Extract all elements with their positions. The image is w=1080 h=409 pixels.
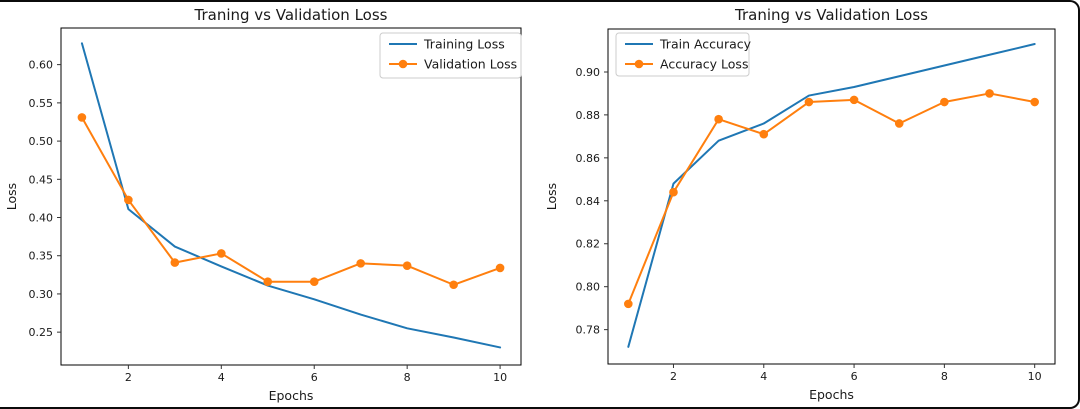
accuracy-loss-marker bbox=[804, 97, 814, 107]
plot-frame bbox=[60, 27, 522, 366]
accuracy-loss-marker bbox=[669, 187, 678, 197]
accuracy-loss-line bbox=[627, 92, 1036, 305]
y-tick-label: 0.50 bbox=[29, 135, 54, 148]
y-tick-label: 0.84 bbox=[576, 195, 601, 208]
x-tick-label: 10 bbox=[493, 371, 507, 384]
chart-title: Traning vs Validation Loss bbox=[734, 6, 928, 24]
x-axis-label: Epochs bbox=[809, 387, 854, 402]
y-tick-label: 0.80 bbox=[576, 281, 601, 294]
y-tick-label: 0.30 bbox=[29, 288, 54, 301]
plot-frame bbox=[607, 28, 1056, 365]
x-tick-label: 2 bbox=[670, 370, 677, 383]
validation-loss-line bbox=[80, 116, 502, 286]
y-tick-label: 0.78 bbox=[576, 324, 601, 337]
y-tick-label: 0.25 bbox=[29, 326, 54, 339]
training-loss-line bbox=[80, 42, 502, 349]
accuracy-chart-svg: Traning vs Validation Loss 2 4 6 8 10 0.78 0.80… bbox=[544, 6, 1056, 402]
accuracy-loss-marker bbox=[849, 95, 859, 105]
accuracy-loss-marker bbox=[624, 299, 633, 309]
loss-chart-svg: Traning vs Validation Loss 2 4 6 8 10 0.25 0.30… bbox=[4, 6, 522, 403]
legend-sample-marker bbox=[634, 59, 644, 69]
accuracy-loss-marker bbox=[985, 89, 994, 98]
accuracy-subplot: Traning vs Validation Loss 2 4 6 8 10 0.78 0.80… bbox=[540, 2, 1078, 407]
legend-label: Validation Loss bbox=[424, 57, 517, 72]
legend-label: Training Loss bbox=[423, 37, 505, 52]
loss-subplot: Traning vs Validation Loss 2 4 6 8 10 0.25 0.30… bbox=[0, 2, 540, 407]
x-tick-label: 8 bbox=[404, 371, 411, 384]
y-tick-label: 0.88 bbox=[576, 109, 601, 122]
validation-loss-marker bbox=[170, 258, 180, 267]
legend-label: Accuracy Loss bbox=[660, 57, 748, 72]
x-axis-label: Epochs bbox=[269, 388, 314, 403]
validation-loss-marker bbox=[449, 280, 458, 290]
accuracy-loss-marker bbox=[759, 129, 769, 139]
validation-loss-marker bbox=[402, 261, 412, 270]
x-tick-label: 6 bbox=[851, 370, 858, 383]
y-tick-label: 0.55 bbox=[29, 97, 54, 110]
validation-loss-marker bbox=[495, 263, 505, 273]
y-tick-label: 0.40 bbox=[29, 212, 54, 225]
validation-loss-marker bbox=[77, 113, 87, 122]
validation-loss-marker bbox=[124, 195, 133, 205]
validation-loss-marker bbox=[356, 259, 365, 268]
x-tick-label: 8 bbox=[941, 370, 948, 383]
y-axis-label: Loss bbox=[544, 183, 559, 210]
legend-label: Train Accuracy bbox=[659, 37, 752, 52]
x-tick-label: 6 bbox=[311, 371, 318, 384]
y-tick-label: 0.35 bbox=[29, 250, 54, 263]
x-tick-label: 4 bbox=[760, 370, 767, 383]
x-tick-label: 10 bbox=[1028, 370, 1042, 383]
train-accuracy-line bbox=[627, 43, 1036, 348]
chart-title: Traning vs Validation Loss bbox=[194, 6, 388, 24]
accuracy-loss-marker bbox=[714, 114, 723, 124]
validation-loss-marker bbox=[263, 277, 273, 287]
y-tick-label: 0.60 bbox=[29, 59, 54, 72]
x-tick-label: 2 bbox=[125, 371, 132, 384]
y-tick-label: 0.86 bbox=[576, 152, 601, 165]
y-tick-label: 0.90 bbox=[576, 66, 601, 79]
x-tick-label: 4 bbox=[218, 371, 225, 384]
y-tick-label: 0.82 bbox=[576, 238, 601, 251]
accuracy-loss-marker bbox=[940, 97, 949, 107]
validation-loss-marker bbox=[217, 249, 226, 258]
accuracy-loss-marker bbox=[1030, 97, 1039, 107]
y-tick-label: 0.45 bbox=[29, 173, 54, 186]
validation-loss-marker bbox=[309, 277, 319, 287]
accuracy-loss-marker bbox=[894, 119, 904, 128]
y-axis-label: Loss bbox=[4, 183, 19, 210]
legend-sample-marker bbox=[398, 59, 408, 69]
